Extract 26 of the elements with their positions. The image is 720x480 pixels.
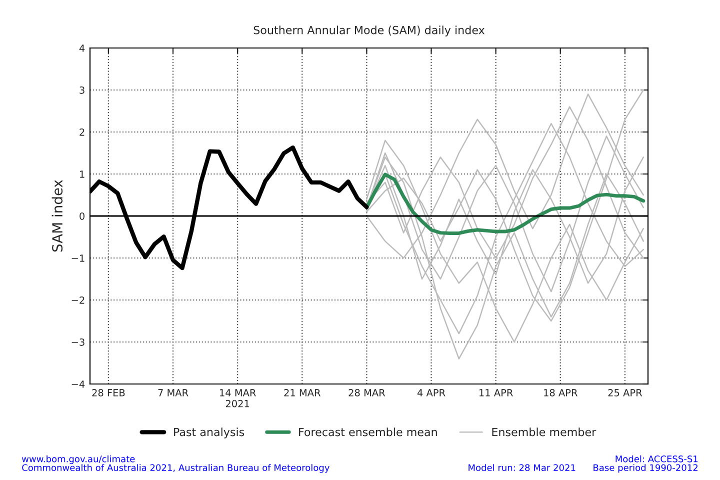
text: www.bom.gov.au/climate Commonwealth of Australia 2021, Australian Bureau of Meteorology [22,455,330,473]
text: Model: ACCESS-S1 Base period 1990-2012 [594,455,698,473]
y-tick-label: 1 [80,170,84,178]
legend-label: Past analysis [174,428,244,438]
x-tick-label: 14 MAR 2021 [220,389,256,408]
x-tick-label: 4 APR [417,389,446,396]
y-tick-label: −2 [72,296,84,304]
y-tick-label: −1 [72,254,84,262]
legend-label: Forecast ensemble mean [299,428,437,436]
y-tick-label: −3 [72,338,84,346]
x-tick-label: 25 APR [608,389,642,396]
y-tick-label: 2 [80,128,84,136]
text: Model run: 28 Mar 2021 [468,464,576,472]
chart-title: Southern Annular Mode (SAM) daily index [254,26,485,36]
x-tick-label: 18 APR [544,389,578,396]
y-axis-title: SAM index [52,180,63,252]
x-tick-label: 11 APR [480,389,513,396]
legend-label: Ensemble member [492,428,596,436]
y-tick-label: −4 [72,380,85,388]
x-tick-label: 28 MAR [348,389,386,396]
x-tick-label: 7 MAR [158,389,188,396]
y-tick-label: 0 [80,212,84,220]
x-tick-label: 21 MAR [284,389,320,396]
x-tick-label: 28 FEB [92,389,125,396]
y-tick-label: 4 [79,44,85,52]
y-tick-label: 3 [80,86,84,94]
